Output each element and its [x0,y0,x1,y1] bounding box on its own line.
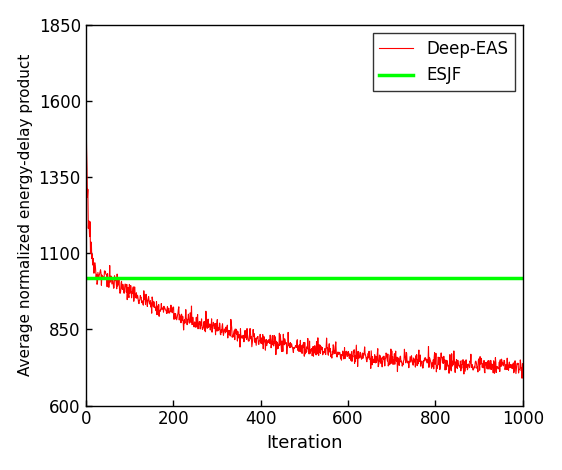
Deep-EAS [83,113,89,118]
Deep-EAS [431,350,438,355]
Deep-EAS [383,350,389,356]
Y-axis label: Average normalized energy-delay product: Average normalized energy-delay product [18,54,33,376]
Deep-EAS [519,367,526,373]
Deep-EAS [275,341,282,347]
Deep-EAS [128,282,134,288]
ESJF [82,275,89,281]
X-axis label: Iteration: Iteration [266,434,343,452]
ESJF [83,275,89,281]
Deep-EAS [423,356,430,362]
Line: Deep-EAS: Deep-EAS [86,116,523,378]
Deep-EAS [519,376,525,381]
Deep-EAS [260,332,266,337]
Legend: Deep-EAS, ESJF: Deep-EAS, ESJF [373,33,515,91]
